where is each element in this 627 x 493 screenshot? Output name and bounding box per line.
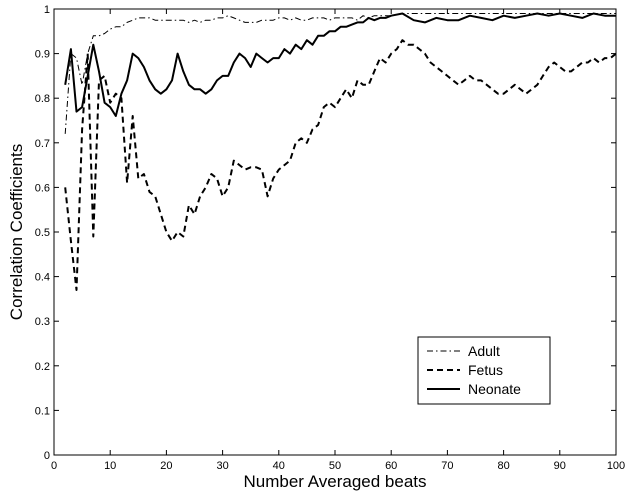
series-line-fetus: [64, 39, 617, 291]
y-tick-label: 0.6: [35, 182, 50, 194]
y-tick-label: 0.7: [35, 138, 50, 150]
y-axis-label: Correlation Coefficients: [7, 144, 26, 320]
x-tick-label: 50: [329, 460, 341, 472]
legend-label-adult: Adult: [468, 343, 500, 359]
y-tick-label: 0.9: [35, 49, 50, 61]
y-tick-label: 0.4: [35, 272, 50, 284]
x-axis-label: Number Averaged beats: [243, 472, 426, 491]
y-tick-label: 0.1: [35, 405, 50, 417]
x-tick-label: 70: [441, 460, 453, 472]
y-tick-label: 0: [44, 450, 50, 462]
axis-ticks: 0 10 20 30 40 50 60 70 80 90 100 0 0.1 0.2 0.3 0.4 0.5 0.…: [35, 4, 625, 472]
legend: Adult Fetus Neonate: [417, 336, 551, 405]
legend-label-neonate: Neonate: [468, 381, 521, 397]
x-tick-label: 80: [497, 460, 509, 472]
y-tick-label: 0.5: [35, 227, 50, 239]
x-tick-label: 10: [104, 460, 116, 472]
x-tick-label: 30: [216, 460, 228, 472]
series-lines: [64, 12, 617, 291]
x-tick-label: 100: [607, 460, 625, 472]
x-tick-label: 20: [160, 460, 172, 472]
y-tick-label: 1: [44, 4, 50, 16]
x-tick-label: 90: [554, 460, 566, 472]
x-tick-label: 0: [51, 460, 57, 472]
y-tick-label: 0.2: [35, 361, 50, 373]
x-tick-label: 60: [385, 460, 397, 472]
series-line-neonate: [64, 12, 616, 117]
legend-label-fetus: Fetus: [468, 362, 503, 378]
y-tick-label: 0.8: [35, 93, 50, 105]
series-line-adult: [64, 13, 616, 134]
x-tick-label: 40: [273, 460, 285, 472]
y-tick-label: 0.3: [35, 316, 50, 328]
